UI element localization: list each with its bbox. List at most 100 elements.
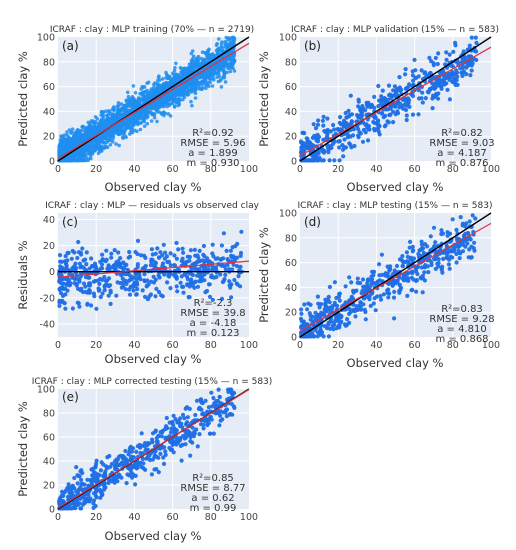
panel-b-x-tick-label: 20	[332, 164, 344, 175]
panel-a-point	[133, 119, 138, 123]
panel-c-point	[89, 256, 94, 261]
panel-b-point	[347, 114, 352, 119]
panel-c-point	[172, 253, 177, 258]
panel-b-point	[320, 118, 325, 123]
panel-c-point	[77, 261, 82, 266]
panel-c-point	[174, 240, 179, 246]
panel-a-point	[210, 77, 215, 81]
panel-d-point	[401, 274, 406, 279]
panel-b-point	[360, 139, 366, 144]
panel-e-point	[154, 467, 159, 472]
panel-b-point	[380, 88, 385, 93]
panel-a-point	[145, 81, 149, 85]
panel-d-y-tick-label: 80	[285, 233, 297, 244]
panel-d-point	[414, 278, 420, 283]
panel-a-point	[96, 139, 101, 144]
panel-b-point	[387, 112, 392, 118]
panel-e-point	[124, 481, 129, 486]
panel-c-point	[192, 247, 197, 252]
panel-d-point	[472, 240, 477, 245]
panel-d-point	[392, 316, 397, 321]
panel-a-point	[115, 113, 120, 117]
panel-a-point	[116, 101, 121, 105]
panel-d-point	[377, 262, 382, 267]
panel-d-point	[299, 311, 304, 316]
panel-b-point	[309, 143, 314, 148]
panel-c-point	[171, 272, 176, 277]
panel-a-point	[131, 84, 136, 88]
panel-d-point	[419, 276, 424, 281]
panel-c-point	[109, 251, 114, 256]
panel-b-point	[337, 145, 342, 150]
panel-d-point	[439, 267, 444, 272]
panel-c-point	[127, 292, 133, 297]
panel-c-point	[188, 248, 193, 253]
panel-b-point	[447, 77, 452, 82]
panel-d-point	[405, 293, 410, 298]
panel-c-point	[189, 277, 194, 282]
panel-a-point	[124, 121, 129, 125]
panel-a-point	[193, 96, 198, 100]
panel-a-point	[200, 60, 204, 65]
panel-c-point	[74, 282, 79, 287]
panel-c-point	[63, 254, 68, 259]
panel-d-point	[316, 301, 321, 306]
panel-d-point	[331, 322, 337, 327]
panel-a-point	[223, 39, 228, 44]
panel-b-point	[439, 78, 444, 83]
panel-d-point	[393, 280, 398, 285]
panel-a-point	[222, 72, 227, 77]
panel-c-point	[153, 260, 158, 265]
panel-c-ylabel: Residuals %	[16, 240, 30, 309]
panel-c-point	[197, 248, 202, 253]
panel-a-point	[214, 65, 219, 70]
panel-c-point	[150, 252, 155, 257]
panel-d-point	[325, 306, 331, 312]
panel-a-point	[187, 62, 192, 67]
panel-b-point	[342, 137, 347, 142]
panel-c-y-tick-label: 0	[49, 267, 55, 278]
panel-d-point	[394, 263, 400, 269]
panel-d-point	[432, 256, 437, 261]
panel-a-point	[230, 35, 234, 40]
panel-d-point	[327, 284, 332, 290]
panel-a-point	[111, 112, 115, 116]
panel-d-point	[326, 294, 331, 299]
panel-a-point	[151, 112, 155, 117]
panel-a-point	[179, 91, 184, 96]
panel-b-point	[382, 124, 387, 129]
panel-a-point	[110, 131, 115, 135]
panel-d-y-tick-label: 0	[291, 333, 297, 344]
panel-b-point	[301, 130, 306, 135]
panel-b-point	[356, 99, 361, 104]
panel-b-y-tick-label: 100	[279, 33, 297, 44]
panel-d-point	[422, 270, 427, 275]
panel-b-point	[338, 115, 343, 120]
panel-d-point	[362, 307, 367, 312]
panel-a-point	[59, 134, 63, 138]
panel-c-point	[57, 300, 62, 305]
panel-e-point	[103, 485, 108, 490]
panel-d-ylabel: Predicted clay %	[257, 227, 271, 323]
panel-d-point	[414, 289, 419, 294]
panel-d-point	[375, 294, 380, 299]
panel-c-point	[105, 266, 110, 272]
panel-b-point	[372, 115, 377, 120]
panel-c-point	[221, 231, 226, 236]
panel-a-point	[166, 94, 170, 98]
panel-d-x-tick-label: 40	[370, 340, 382, 351]
panel-a-point	[152, 115, 157, 120]
panel-c-point	[118, 273, 124, 278]
panel-c-point	[130, 274, 135, 280]
panel-a-point	[161, 110, 166, 115]
panel-a-point	[205, 71, 209, 76]
panel-d-point	[358, 300, 363, 305]
panel-b-stat-m: m = 0.876	[435, 158, 488, 169]
panel-c-point	[204, 288, 210, 294]
panel-a-y-tick-label: 80	[43, 57, 55, 68]
panel-c-point	[100, 277, 105, 282]
panel-b-point	[419, 96, 424, 101]
panel-a-point	[149, 119, 154, 123]
panel-a-point	[78, 129, 83, 134]
